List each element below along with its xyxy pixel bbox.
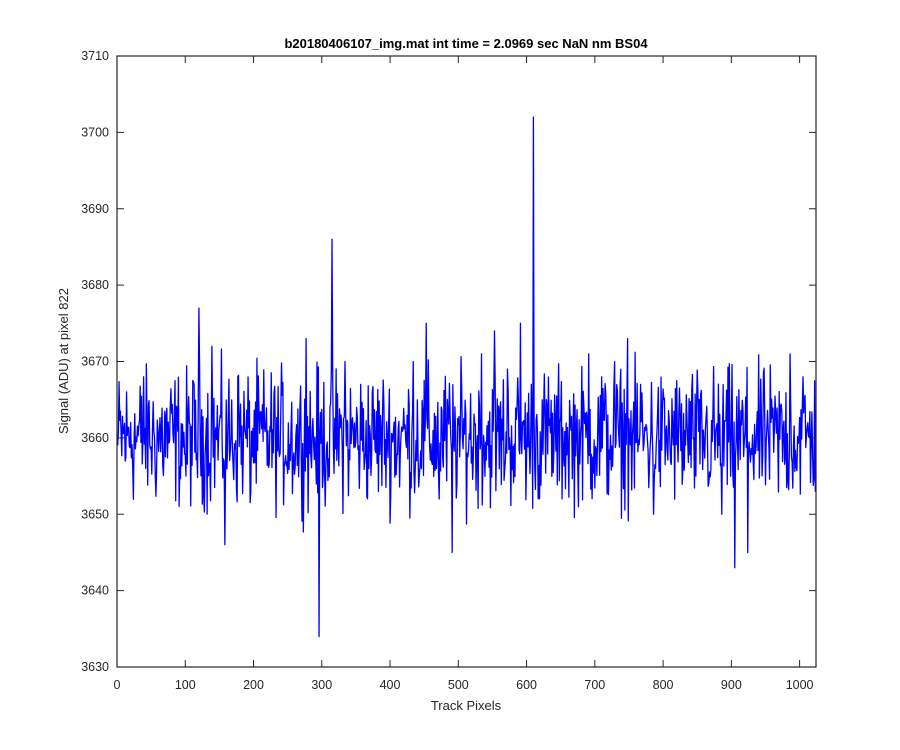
x-tick-label: 100	[175, 678, 196, 692]
x-tick-label: 400	[380, 678, 401, 692]
y-tick-label: 3670	[81, 355, 109, 369]
y-tick-label: 3690	[81, 202, 109, 216]
x-tick-label: 300	[311, 678, 332, 692]
x-tick-label: 0	[114, 678, 121, 692]
y-axis: 3630 3640 3650 3660 3670 3680 3690 3700 3710	[81, 49, 816, 674]
y-tick-label: 3680	[81, 278, 109, 292]
y-tick-label: 3700	[81, 125, 109, 139]
y-tick-label: 3710	[81, 49, 109, 63]
y-tick-label: 3650	[81, 507, 109, 521]
y-axis-label: Signal (ADU) at pixel 822	[56, 288, 71, 434]
x-tick-label: 700	[584, 678, 605, 692]
chart-title: b20180406107_img.mat int time = 2.0969 s…	[284, 36, 648, 51]
y-tick-label: 3630	[81, 660, 109, 674]
x-axis: 0 100 200 300 400 500 600 700 800 900 1000	[114, 56, 814, 692]
x-tick-label: 600	[516, 678, 537, 692]
series-layer	[117, 116, 817, 638]
plot-background	[117, 56, 816, 667]
x-tick-label: 800	[653, 678, 674, 692]
x-tick-label: 500	[448, 678, 469, 692]
x-axis-label: Track Pixels	[431, 698, 502, 713]
x-tick-label: 1000	[786, 678, 814, 692]
y-tick-label: 3640	[81, 584, 109, 598]
x-tick-label: 900	[721, 678, 742, 692]
series-line	[117, 116, 817, 638]
x-tick-label: 200	[243, 678, 264, 692]
y-tick-label: 3660	[81, 431, 109, 445]
